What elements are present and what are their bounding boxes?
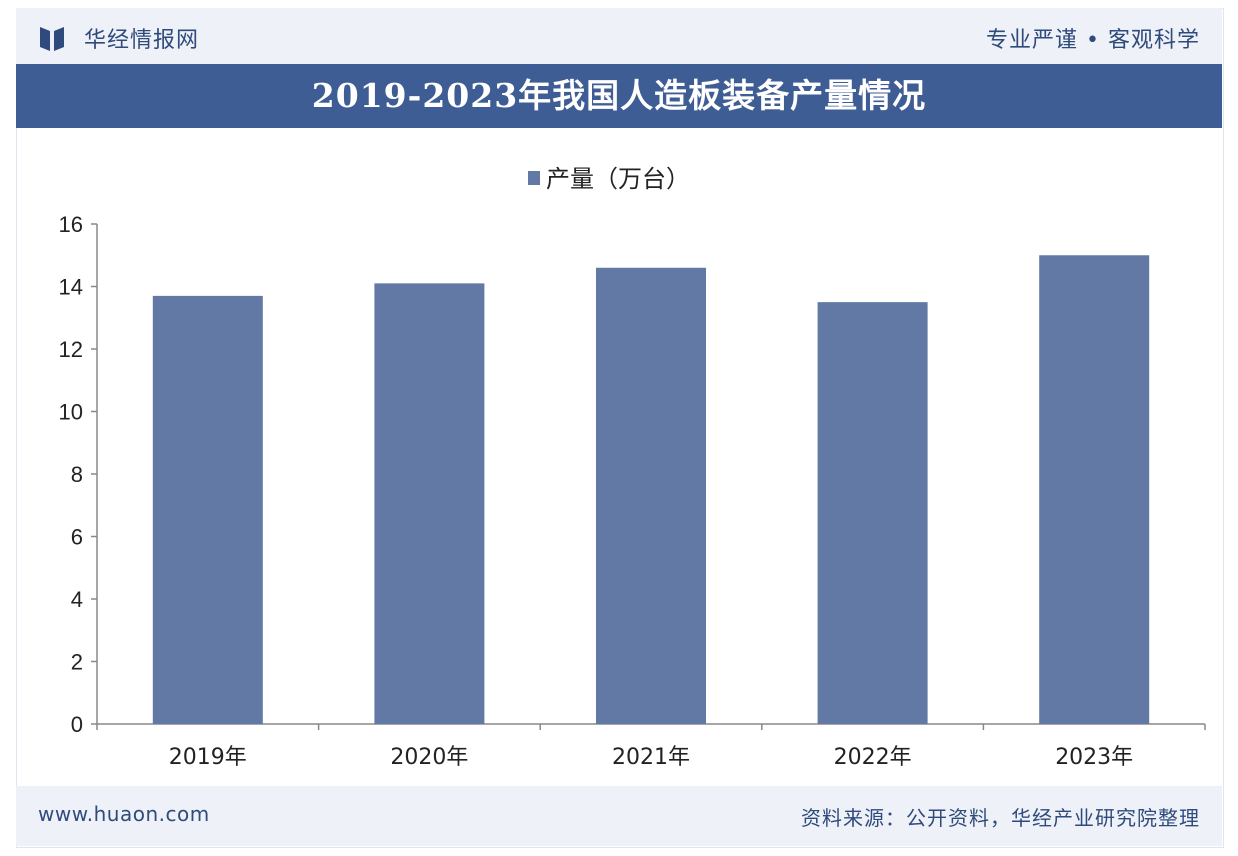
x-tick-label: 2021年: [612, 745, 690, 770]
chart-title: 2019-2023年我国人造板装备产量情况: [311, 76, 927, 115]
legend-label: 产量（万台）: [546, 165, 690, 193]
y-tick-label: 16: [59, 212, 83, 237]
footer-source: 资料来源：公开资料，华经产业研究院整理: [801, 806, 1200, 830]
y-tick-label: 12: [59, 337, 83, 362]
footer-url[interactable]: www.huaon.com: [38, 802, 210, 826]
y-tick-label: 6: [71, 525, 83, 550]
title-band: 2019-2023年我国人造板装备产量情况: [16, 64, 1222, 128]
brand-logo-icon: [40, 27, 64, 51]
bar: [596, 267, 706, 724]
slogan: 专业严谨 • 客观科学: [986, 28, 1200, 53]
bar: [817, 302, 928, 724]
legend-swatch: [528, 171, 540, 185]
top-bar: [16, 8, 1222, 64]
x-tick-label: 2020年: [390, 745, 468, 770]
bar-chart: 产量（万台） 0 2 4 6 8 10 12 14 16 2019年 2020年 2021年 2022年 2…: [59, 165, 1206, 770]
x-tick-label: 2022年: [834, 745, 912, 770]
y-tick-label: 8: [71, 462, 83, 487]
brand-name: 华经情报网: [84, 28, 200, 53]
bar: [152, 295, 263, 724]
bar: [374, 283, 485, 724]
y-tick-label: 4: [71, 587, 83, 612]
y-tick-label: 0: [71, 712, 83, 737]
x-tick-label: 2019年: [169, 745, 247, 770]
x-tick-label: 2023年: [1055, 745, 1133, 770]
y-tick-label: 2: [71, 650, 83, 675]
footer-bar: [16, 786, 1222, 846]
bar: [1039, 255, 1150, 724]
y-tick-label: 10: [59, 400, 83, 425]
y-tick-label: 14: [59, 275, 83, 300]
